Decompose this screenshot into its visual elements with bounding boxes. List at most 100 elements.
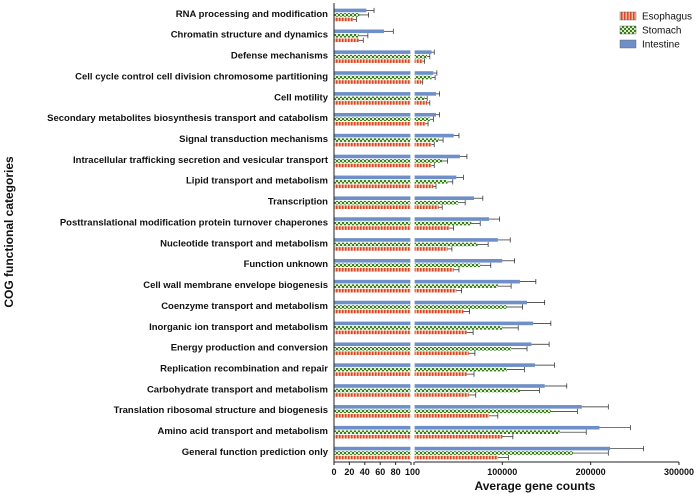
bar-intestine [334, 258, 411, 263]
bar-intestine [414, 71, 434, 75]
category-label: Amino acid transport and metabolism [158, 426, 329, 437]
bar-esophagus [334, 226, 411, 230]
plot-area: RNA processing and modification Chromatin… [47, 7, 645, 461]
bar-esophagus [414, 205, 439, 210]
bar-esophagus [334, 59, 411, 63]
bar-esophagus [414, 434, 503, 439]
category-label: Cell wall membrane envelope biogenesis [143, 280, 328, 291]
bar-esophagus [334, 372, 411, 376]
bar-intestine [414, 425, 600, 430]
bar-stomach [414, 305, 507, 309]
category-label: Coenzyme transport and metabolism [161, 301, 328, 312]
category-label: Transcription [268, 197, 328, 208]
bar-esophagus [334, 288, 411, 293]
bar-esophagus [334, 330, 411, 335]
bar-intestine [414, 258, 503, 263]
bar-intestine [334, 321, 411, 326]
bar-intestine [334, 300, 411, 305]
x-tick-label: 20 [344, 467, 354, 477]
bar-intestine [414, 112, 437, 117]
bar-intestine [334, 196, 411, 201]
bar-esophagus [414, 455, 498, 460]
bar-stomach [334, 388, 411, 393]
bar-stomach [334, 200, 411, 205]
bar-esophagus [414, 309, 464, 314]
bar-esophagus [334, 393, 411, 397]
bar-stomach [414, 54, 428, 59]
bar-intestine [334, 175, 411, 180]
bar-esophagus [334, 142, 411, 147]
bar-intestine [334, 405, 411, 409]
legend-label-intestine: Intestine [642, 40, 680, 51]
bar-esophagus [414, 163, 432, 168]
x-axis-title: Average gene counts [475, 479, 596, 493]
bar-intestine [414, 217, 490, 221]
bar-stomach [414, 326, 503, 330]
bar-intestine [334, 133, 411, 138]
x-tick-label: 80 [391, 467, 401, 477]
axes: 0 20 40 60 80 100 100000 200000 300000 [331, 3, 694, 477]
category-label: General function prediction only [182, 447, 329, 458]
bar-esophagus [414, 330, 467, 335]
bar-esophagus [414, 393, 469, 397]
bar-intestine [414, 446, 611, 451]
bar-stomach [334, 367, 411, 372]
bar-esophagus [414, 121, 426, 126]
bar-stomach [334, 117, 411, 122]
bar-esophagus [334, 101, 411, 105]
category-label: Lipid transport and metabolism [186, 176, 328, 187]
bar-esophagus [334, 247, 411, 251]
bar-esophagus [334, 414, 411, 418]
bar-stomach [334, 13, 360, 17]
bar-stomach [334, 305, 411, 309]
bar-esophagus [414, 101, 428, 105]
category-label: Posttranslational modification protein t… [60, 217, 328, 228]
category-label: Replication recombination and repair [160, 364, 328, 375]
x-tick-label: 200000 [576, 467, 606, 477]
bar-stomach [334, 221, 411, 226]
bar-stomach [414, 180, 448, 184]
bar-esophagus [414, 288, 457, 293]
bar-intestine [334, 238, 411, 242]
category-label: Inorganic ion transport and metabolism [149, 322, 328, 333]
bar-stomach [334, 75, 411, 80]
bar-intestine [334, 154, 411, 159]
bar-intestine [334, 112, 411, 117]
bar-stomach [414, 200, 459, 205]
bar-intestine [414, 342, 532, 347]
bar-esophagus [334, 17, 354, 22]
bar-intestine [334, 425, 411, 430]
bar-intestine [414, 50, 432, 54]
bar-esophagus [414, 184, 434, 189]
bar-esophagus [414, 142, 432, 147]
bar-stomach [334, 326, 411, 330]
bar-stomach [414, 221, 472, 226]
legend: Esophagus Stomach Intestine [619, 11, 692, 51]
bar-esophagus [414, 247, 448, 251]
category-label: Translation ribosomal structure and biog… [114, 405, 328, 416]
bar-intestine [414, 321, 534, 326]
x-tick-label: 0 [331, 467, 336, 477]
bar-stomach [414, 263, 481, 268]
category-label: Cell cycle control cell division chromos… [75, 71, 328, 82]
legend-swatch-intestine [619, 39, 637, 49]
bar-esophagus [334, 205, 411, 210]
legend-swatch-esophagus [619, 11, 637, 21]
y-axis-title: COG functional categories [2, 156, 16, 308]
bar-stomach [334, 242, 411, 247]
x-tick-label: 100000 [487, 467, 517, 477]
bar-esophagus [414, 414, 490, 418]
bar-esophagus [334, 434, 411, 439]
bar-esophagus [334, 80, 411, 84]
category-label: Signal transduction mechanisms [179, 134, 328, 145]
bar-intestine [414, 196, 474, 201]
bar-esophagus [334, 309, 411, 314]
bar-stomach [414, 284, 498, 288]
bar-intestine [334, 8, 367, 13]
bar-intestine [334, 92, 411, 96]
bar-esophagus [414, 226, 450, 230]
bar-intestine [414, 238, 498, 242]
bar-intestine [334, 29, 385, 34]
bar-intestine [334, 279, 411, 284]
bar-esophagus [334, 455, 411, 460]
